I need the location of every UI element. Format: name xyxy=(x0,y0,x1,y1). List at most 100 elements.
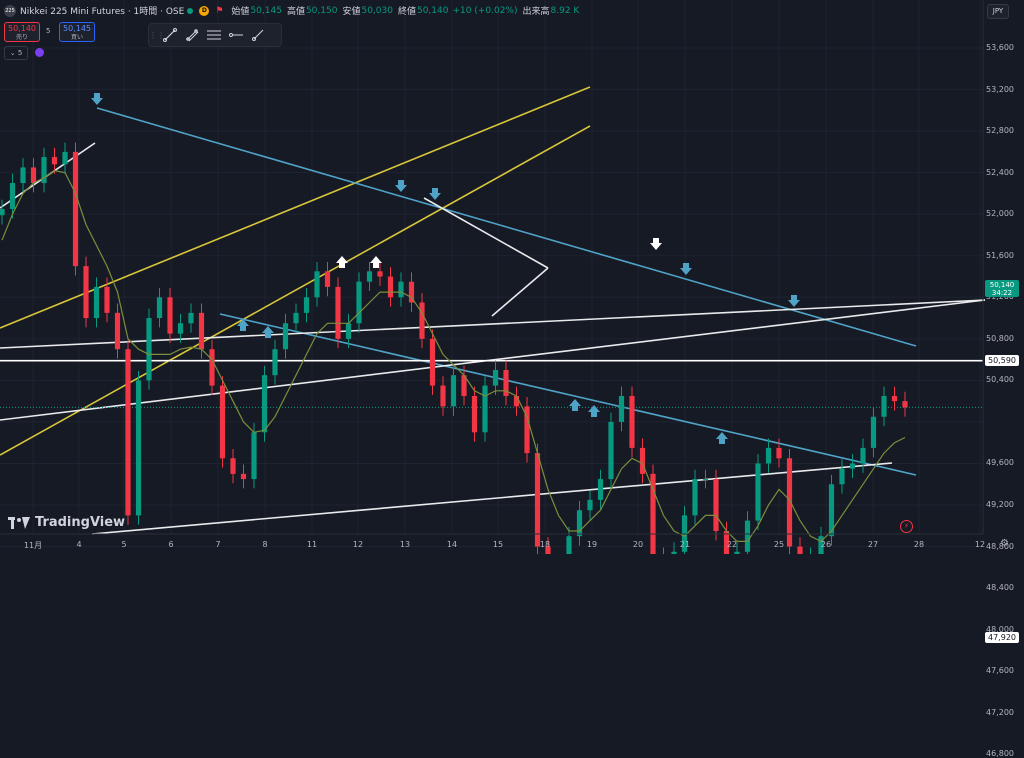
high-value: 50,150 xyxy=(305,5,338,16)
price-tick-label: 46,800 xyxy=(986,749,1014,758)
candle-body xyxy=(272,349,278,376)
candle-body xyxy=(818,536,824,554)
candle-body xyxy=(209,349,215,386)
buy-price: 50,145 xyxy=(63,24,91,33)
candle-body xyxy=(324,271,331,287)
candle-body xyxy=(881,395,887,417)
gear-icon[interactable]: ⚙ xyxy=(1000,538,1009,549)
trend-line xyxy=(0,125,591,456)
lots-value: 5 xyxy=(17,49,23,57)
time-tick-label: 19 xyxy=(586,540,598,549)
time-tick-label: 11月 xyxy=(23,541,43,550)
time-tick-label: 18 xyxy=(539,540,551,549)
tradingview-logo[interactable]: TradingView xyxy=(8,515,125,530)
drag-handle[interactable]: ⋮⋮ xyxy=(149,30,165,40)
candle-body xyxy=(744,520,751,552)
candle-body xyxy=(492,369,499,386)
low-label: 安値 xyxy=(342,7,361,17)
candle-body xyxy=(261,375,268,433)
candle-body xyxy=(576,510,583,537)
branding-text: TradingView xyxy=(35,515,126,530)
time-tick-label: 11 xyxy=(306,540,318,549)
time-tick-label: 7 xyxy=(215,540,221,549)
candle-body xyxy=(618,395,625,422)
candle-body xyxy=(240,473,247,480)
down-arrow-icon xyxy=(91,93,103,105)
market-status-icon xyxy=(187,7,194,14)
candle-body xyxy=(377,271,383,277)
chart-drawings xyxy=(0,86,986,535)
indicator-icon[interactable] xyxy=(35,48,44,57)
candle-body xyxy=(314,271,320,298)
flag-icon[interactable]: ⚑ xyxy=(215,5,224,16)
price-tick-label: 49,200 xyxy=(986,500,1014,510)
moving-average-line xyxy=(1,169,906,543)
candle-body xyxy=(282,323,289,350)
candle-body xyxy=(83,266,89,319)
price-tick-label: 50,400 xyxy=(986,375,1014,385)
candle-body xyxy=(387,276,394,298)
time-tick-label: 27 xyxy=(867,540,879,549)
candle-body xyxy=(408,281,415,303)
spread-value: 5 xyxy=(46,27,51,35)
candle-body xyxy=(797,546,803,554)
up-arrow-icon xyxy=(588,405,600,417)
ray-tool[interactable] xyxy=(247,26,269,44)
time-tick-label: 26 xyxy=(820,540,832,549)
up-arrow-icon xyxy=(716,432,728,444)
up-arrow-icon xyxy=(569,399,581,411)
candle-body xyxy=(828,484,835,537)
parallel-channel-tool[interactable] xyxy=(203,26,225,44)
trend-line-tool[interactable] xyxy=(159,26,181,44)
candle-body xyxy=(587,499,593,511)
horizontal-ray-tool[interactable] xyxy=(225,26,247,44)
trend-line xyxy=(423,197,549,269)
candle-body xyxy=(20,167,26,184)
time-tick-label: 4 xyxy=(76,540,82,549)
open-value: 50,145 xyxy=(250,5,282,16)
candle-body xyxy=(755,463,761,521)
fib-tool[interactable] xyxy=(181,26,203,44)
trend-line xyxy=(219,313,917,476)
candle-body xyxy=(534,453,541,547)
time-tick-label: 8 xyxy=(262,540,268,549)
currency-selector[interactable]: JPY xyxy=(987,4,1009,19)
chart-header: 225 Nikkei 225 Mini Futures · 1時間 · OSE … xyxy=(4,4,579,17)
change-value: +10 (+0.02%) xyxy=(452,5,518,16)
symbol-title[interactable]: Nikkei 225 Mini Futures · 1時間 · OSE xyxy=(20,7,185,17)
price-tick-label: 48,400 xyxy=(986,583,1014,593)
price-tick-label: 53,200 xyxy=(986,84,1014,94)
price-tick-label: 53,600 xyxy=(986,43,1014,52)
flash-icon[interactable]: ⚡ xyxy=(900,520,913,533)
candle-body xyxy=(440,385,446,407)
time-tick-label: 6 xyxy=(168,540,174,549)
candle-body xyxy=(870,416,877,448)
candle-body xyxy=(734,551,740,554)
candle-body xyxy=(72,151,79,267)
time-tick-label: 5 xyxy=(121,540,127,549)
candle-body xyxy=(702,479,709,481)
buy-label: 買い xyxy=(70,34,83,41)
candle-body xyxy=(51,157,58,165)
lots-selector[interactable]: ⌄ 5 xyxy=(4,46,28,60)
price-chart[interactable] xyxy=(0,0,1024,554)
candle-body xyxy=(692,479,698,516)
candle-body xyxy=(471,395,478,433)
time-tick-label: 20 xyxy=(632,540,644,549)
candle-body xyxy=(135,380,142,516)
close-value: 50,140 xyxy=(416,5,449,16)
time-tick-label: 25 xyxy=(773,540,785,549)
candle-body xyxy=(230,458,236,474)
time-tick-label: 22 xyxy=(726,540,738,549)
candle-body xyxy=(608,421,614,480)
candle-body xyxy=(639,447,646,474)
candle-body xyxy=(293,312,299,324)
buy-button[interactable]: 50,145 買い xyxy=(59,22,95,42)
up-arrow-icon xyxy=(336,256,348,268)
candle-body xyxy=(765,447,772,464)
candle-body xyxy=(503,369,509,396)
sell-button[interactable]: 50,140 売り xyxy=(4,22,40,42)
time-tick-label: 21 xyxy=(679,540,691,549)
candle-body xyxy=(177,323,184,334)
price-series xyxy=(0,142,908,554)
